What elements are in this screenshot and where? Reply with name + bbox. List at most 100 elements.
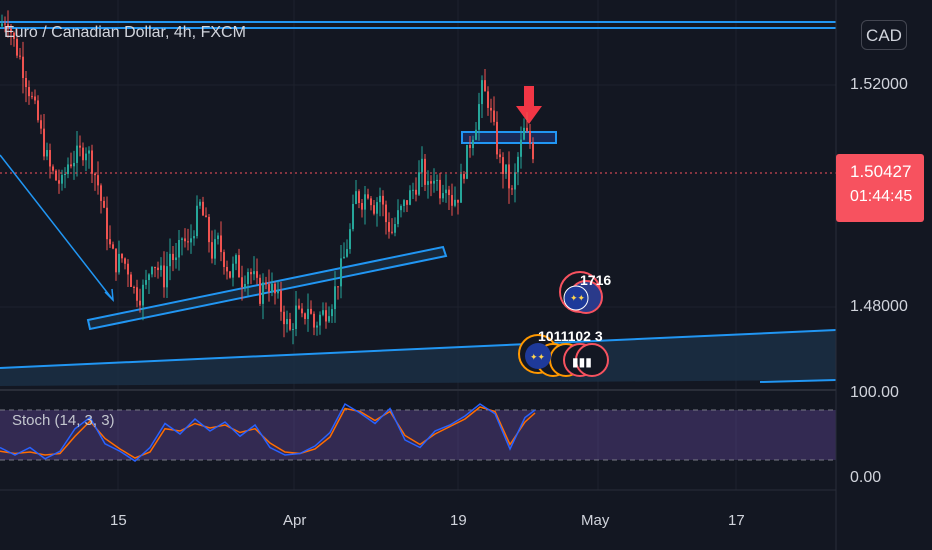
candle-body [412,189,414,191]
candle-body [460,174,462,203]
last-price-tag: 1.50427 01:44:45 [836,154,924,222]
candle-body [235,255,237,264]
economic-events-top[interactable]: ✦✦ [559,271,603,314]
candle-body [106,207,108,240]
candle-body [67,164,69,175]
currency-button[interactable]: CAD [861,20,907,50]
time-axis-label-4: May [581,512,610,529]
candle-body [262,282,264,304]
price-axis-label-2: 1.48000 [850,298,908,315]
support-channel-bottom[interactable] [759,379,837,383]
candle-body [346,249,348,257]
support-channel[interactable] [0,330,836,386]
candle-body [430,181,432,184]
support-channel-top[interactable] [0,329,837,369]
candle-body [340,258,342,287]
candle-body [457,199,459,203]
candle-body [4,23,6,25]
candle-body [25,77,27,88]
candle-body [445,189,447,194]
candle-body [484,80,486,92]
candle-body [19,55,21,57]
last-price-value: 1.50427 [850,162,912,181]
stoch-d-line [0,406,536,459]
candle-body [232,263,234,278]
candle-body [316,325,318,328]
candle-body [520,139,522,157]
candle-body [139,300,141,306]
candle-body [433,180,435,184]
candle-body [517,156,519,173]
candle-body [292,329,294,331]
candle-body [277,290,279,294]
candle-body [286,318,288,325]
candle-body [298,305,300,309]
candle-body [256,271,258,278]
event-badge-bottom[interactable]: 1011102 3 [538,328,603,344]
candle-body [148,274,150,281]
candles-group [1,10,534,345]
candle-body [265,282,267,285]
candle-body [289,318,291,330]
candle-body [244,283,246,288]
candle-body [514,172,516,190]
candle-body [211,242,213,259]
stoch-indicator-label[interactable]: Stoch (14, 3, 3) [12,412,115,429]
candle-body [505,164,507,174]
candle-body [100,185,102,201]
candle-body [313,313,315,328]
candle-body [532,142,534,160]
candle-body [472,139,474,149]
svg-text:▮▮▮: ▮▮▮ [572,355,592,369]
candle-body [43,128,45,157]
candle-body [109,239,111,245]
candle-body [295,305,297,330]
candle-body [469,144,471,149]
candle-body [55,170,57,181]
chart-title: Euro / Canadian Dollar, 4h, FXCM [4,24,246,41]
candle-body [376,202,378,214]
candle-body [361,203,363,210]
svg-text:✦✦: ✦✦ [570,293,586,303]
candle-body [523,127,525,140]
candle-body [175,257,177,261]
candle-body [160,265,162,271]
candle-body [415,189,417,195]
candle-body [268,284,270,292]
candle-body [487,91,489,108]
stoch-axis-label-2: 0.00 [850,469,882,486]
candle-body [394,224,396,233]
candle-body [325,310,327,322]
candle-body [220,235,222,253]
candle-body [223,252,225,267]
candle-body [130,274,132,287]
rising-trendline-box[interactable] [86,245,448,331]
candle-body [409,190,411,205]
candle-body [370,198,372,206]
candle-body [421,158,423,173]
candle-body [322,310,324,315]
candle-body [478,104,480,130]
time-axis-label-3: 19 [450,512,467,529]
candle-body [178,240,180,258]
resistance-box[interactable] [461,131,557,144]
candle-body [301,308,303,314]
candle-body [202,201,204,216]
economic-events-bottom[interactable]: ✦✦ ▮▮▮ [518,334,609,377]
candle-body [49,150,51,167]
candle-body [133,286,135,288]
red-down-arrow[interactable] [516,86,542,124]
candle-body [250,272,252,275]
candle-body [274,283,276,294]
candle-body [82,147,84,161]
candle-body [52,166,54,171]
drawing-arrow-line[interactable] [0,154,114,301]
event-badge-top[interactable]: 1716 [580,272,612,288]
candle-body [238,255,240,278]
price-axis-label-1: 1.52000 [850,76,908,93]
candle-body [406,200,408,205]
resistance-line[interactable] [0,21,836,29]
candle-body [496,121,498,155]
candle-body [451,195,453,206]
